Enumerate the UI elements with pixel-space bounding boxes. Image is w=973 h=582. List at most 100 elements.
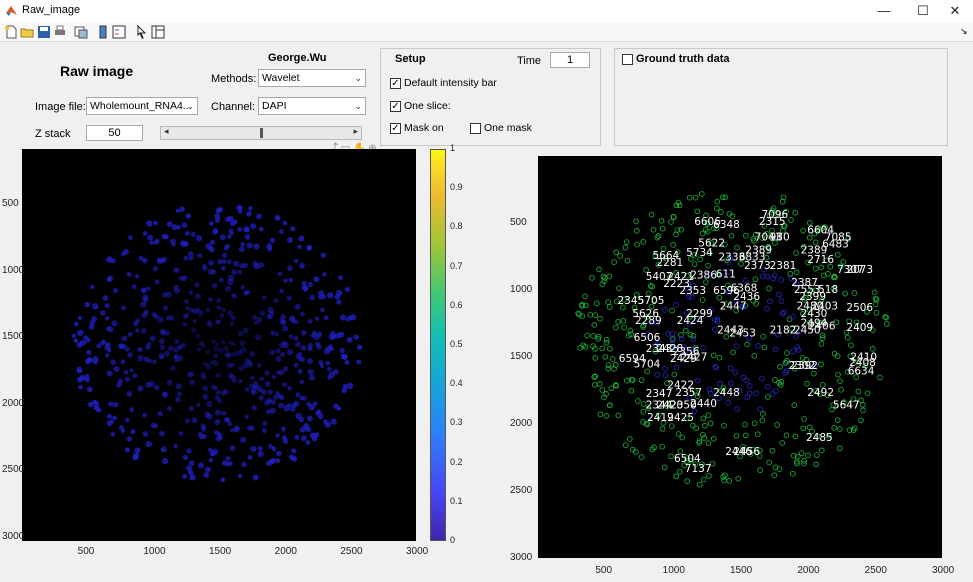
nucleus-dot [170, 365, 176, 371]
slider-left-arrow-icon[interactable]: ◂ [164, 126, 169, 136]
slider-right-arrow-icon[interactable]: ▸ [353, 126, 358, 136]
nucleus-dot [223, 388, 229, 394]
mask-ring [772, 377, 778, 383]
nucleus-dot [252, 381, 259, 387]
nucleus-dot [295, 392, 301, 398]
nucleus-dot [258, 395, 264, 401]
nucleus-dot [318, 290, 325, 297]
nucleus-dot [258, 262, 264, 268]
mask-on-checkbox[interactable]: ✓ Mask on [390, 122, 444, 134]
nucleus-dot [175, 383, 182, 390]
nucleus-dot [136, 347, 142, 352]
mask-ring [690, 336, 697, 342]
cell-id-label: 2302 [789, 360, 816, 372]
nucleus-dot [247, 361, 254, 368]
nucleus-dot [164, 330, 171, 336]
mask-ring [654, 371, 661, 378]
nucleus-dot [173, 267, 180, 274]
nucleus-dot [231, 374, 237, 380]
one-mask-checkbox[interactable]: One mask [470, 122, 532, 134]
nucleus-dot [283, 278, 288, 283]
nucleus-dot [161, 391, 169, 398]
y-tick-label: 2500 [510, 485, 533, 496]
mask-ring [659, 225, 666, 232]
print-icon[interactable] [53, 25, 67, 39]
save-icon[interactable] [37, 25, 51, 39]
zstack-slider-thumb[interactable] [260, 128, 264, 138]
close-button[interactable]: ✕ [949, 3, 961, 18]
checkbox-checked-icon[interactable]: ✓ [390, 77, 401, 89]
ground-truth-checkbox[interactable]: Ground truth data [622, 53, 730, 65]
methods-dropdown[interactable]: Wavelet ⌄ [258, 69, 366, 87]
cell-id-label: 2387 [791, 277, 818, 289]
pointer-icon[interactable] [135, 25, 149, 39]
checkbox-unchecked-icon[interactable] [470, 122, 481, 134]
nucleus-dot [128, 235, 133, 240]
zstack-slider[interactable]: ◂ ▸ [160, 126, 362, 140]
nucleus-dot [238, 330, 245, 337]
nucleus-dot [240, 347, 247, 354]
cell-id-label: 6504 [674, 453, 701, 465]
mask-ring [831, 424, 838, 431]
nucleus-dot [228, 340, 234, 346]
mask-ring [812, 387, 819, 394]
mask-ring [644, 331, 651, 338]
mask-ring [624, 257, 631, 264]
nucleus-dot [244, 414, 249, 420]
cell-id-label: 2182 [770, 325, 797, 337]
link-plot-icon[interactable] [74, 25, 88, 39]
channel-dropdown[interactable]: DAPI ⌄ [258, 97, 366, 115]
open-folder-icon[interactable] [20, 25, 34, 39]
mask-on-label: Mask on [404, 122, 444, 134]
setup-panel [380, 48, 601, 146]
insert-colorbar-icon[interactable] [96, 25, 110, 39]
nucleus-dot [133, 321, 139, 327]
checkbox-checked-icon[interactable]: ✓ [390, 122, 401, 134]
mask-ring [792, 209, 799, 216]
maximize-button[interactable]: ☐ [917, 3, 929, 18]
cell-id-label: 2350 [670, 400, 697, 412]
insert-legend-icon[interactable] [112, 25, 126, 39]
raw-image-axes[interactable] [22, 149, 416, 541]
nucleus-dot [243, 291, 248, 296]
time-input[interactable]: 1 [550, 52, 590, 68]
checkbox-checked-icon[interactable]: ✓ [390, 100, 401, 112]
nucleus-dot [184, 312, 190, 318]
cell-id-label: 2506 [846, 302, 873, 314]
mask-ring [725, 282, 731, 289]
mask-ring [873, 309, 880, 316]
nucleus-dot [316, 331, 323, 338]
new-file-icon[interactable] [4, 25, 18, 39]
nucleus-dot [140, 287, 146, 293]
nucleus-dot [324, 421, 331, 428]
segmentation-axes[interactable]: 7096 2315 6606 6348 6604 5622 7043 980 7085 6483 2… [538, 156, 942, 558]
checkbox-unchecked-icon[interactable] [622, 53, 633, 65]
mask-ring [700, 345, 707, 351]
colorbar[interactable] [430, 149, 446, 541]
nucleus-dot [320, 307, 325, 313]
minimize-button[interactable]: — [877, 3, 891, 18]
image-file-dropdown[interactable]: Wholemount_RNA4... ⌄ [86, 97, 198, 115]
mask-ring [858, 417, 864, 424]
axes-toolbar[interactable]: ⤴ ▭ ✋ ⊕ [328, 139, 377, 154]
mask-ring [776, 379, 782, 386]
mask-ring [683, 458, 690, 464]
zstack-input[interactable]: 50 [86, 125, 143, 141]
one-slice-checkbox[interactable]: ✓ One slice: [390, 100, 451, 112]
dock-arrow-icon[interactable]: ↘ [960, 26, 968, 36]
property-editor-icon[interactable] [151, 25, 165, 39]
default-intensity-checkbox[interactable]: ✓ Default intensity bar [390, 77, 497, 89]
mask-ring [640, 322, 647, 329]
mask-ring [690, 346, 697, 352]
mask-ring [838, 386, 844, 393]
nucleus-dot [312, 330, 317, 335]
mask-ring [673, 364, 680, 371]
mask-ring [864, 390, 871, 397]
mask-ring [620, 317, 627, 324]
mask-ring [638, 377, 645, 384]
nucleus-dot [339, 347, 345, 354]
mask-ring [640, 419, 646, 425]
nucleus-dot [276, 450, 282, 457]
nucleus-dot [217, 259, 223, 265]
nucleus-dot [221, 410, 227, 416]
